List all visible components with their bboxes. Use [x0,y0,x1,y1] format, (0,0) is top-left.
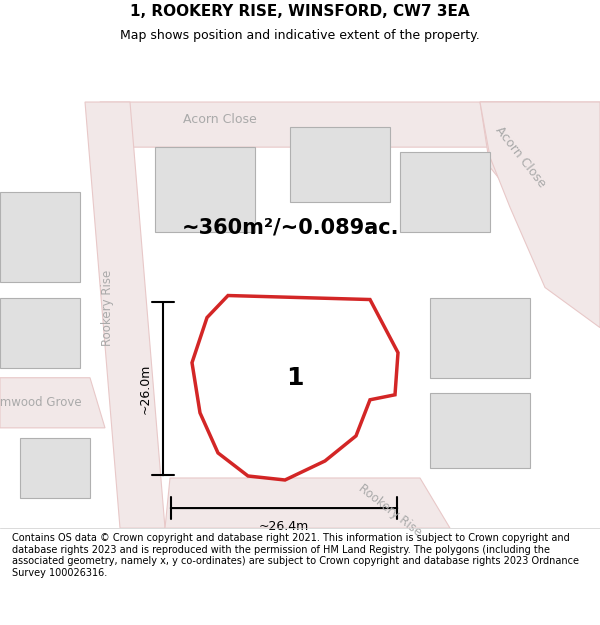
Polygon shape [290,127,390,202]
Text: Map shows position and indicative extent of the property.: Map shows position and indicative extent… [120,29,480,42]
Polygon shape [100,102,570,147]
Polygon shape [20,438,90,498]
Text: Rookery Rise: Rookery Rise [356,481,424,539]
Polygon shape [0,192,80,282]
Text: 1, ROOKERY RISE, WINSFORD, CW7 3EA: 1, ROOKERY RISE, WINSFORD, CW7 3EA [130,4,470,19]
Text: 1: 1 [286,366,304,390]
Text: ~360m²/~0.089ac.: ~360m²/~0.089ac. [181,217,399,238]
Text: ~26.0m: ~26.0m [139,364,151,414]
Polygon shape [192,296,398,480]
Polygon shape [165,478,450,528]
Polygon shape [0,378,105,428]
Polygon shape [480,102,600,328]
Polygon shape [0,298,80,368]
Polygon shape [430,298,530,378]
Text: Rookery Rise: Rookery Rise [101,269,115,346]
Text: Acorn Close: Acorn Close [183,112,257,126]
Text: ~26.4m: ~26.4m [259,519,309,532]
Text: Contains OS data © Crown copyright and database right 2021. This information is : Contains OS data © Crown copyright and d… [12,533,579,578]
Polygon shape [400,152,490,232]
Text: Acorn Close: Acorn Close [492,124,548,190]
Polygon shape [85,102,165,528]
Polygon shape [480,102,600,268]
Polygon shape [155,147,255,232]
Polygon shape [430,392,530,468]
Text: Elmwood Grove: Elmwood Grove [0,396,82,409]
